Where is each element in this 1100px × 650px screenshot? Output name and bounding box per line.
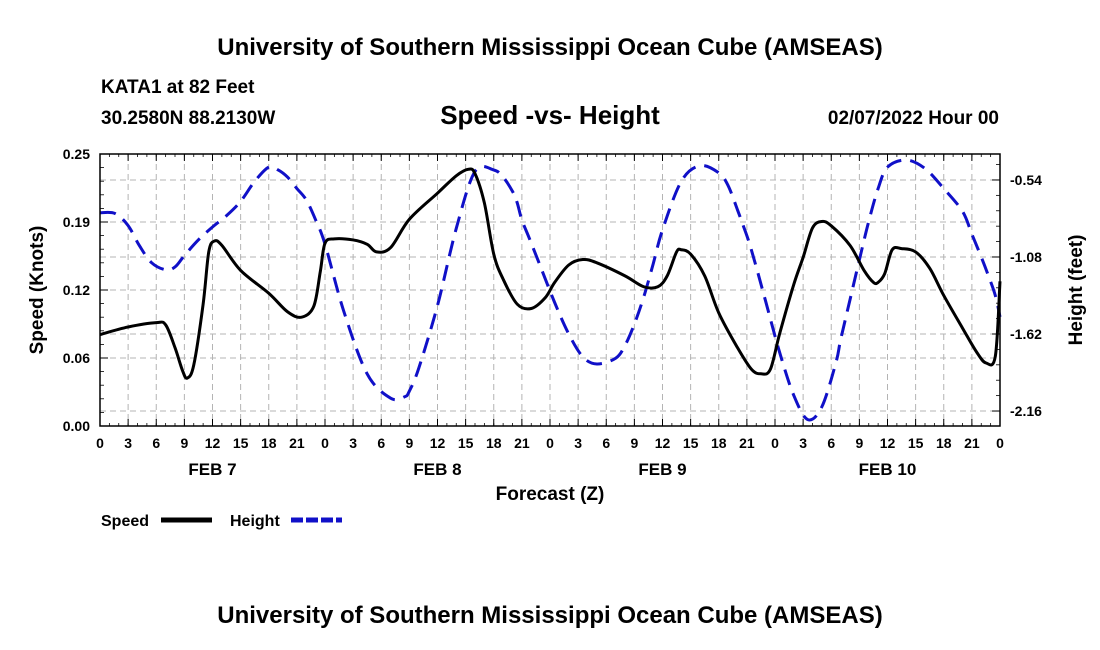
y-right-tick-label: -2.16 — [1010, 403, 1042, 419]
day-label: FEB 8 — [413, 460, 461, 479]
x-tick-label: 3 — [124, 435, 132, 451]
x-tick-label: 12 — [205, 435, 221, 451]
x-tick-label: 6 — [827, 435, 835, 451]
day-label: FEB 9 — [638, 460, 686, 479]
y-right-tick-label: -1.62 — [1010, 326, 1042, 342]
x-tick-label: 0 — [321, 435, 329, 451]
x-tick-label: 6 — [377, 435, 385, 451]
run-time-label: 02/07/2022 Hour 00 — [828, 108, 999, 129]
y-left-tick-label: 0.25 — [63, 146, 90, 162]
y-left-tick-label: 0.00 — [63, 418, 90, 434]
x-tick-label: 9 — [405, 435, 413, 451]
grid-lines — [100, 154, 1000, 426]
series-line-speed — [99, 167, 1002, 380]
y-left-tick-label: 0.06 — [63, 350, 90, 366]
x-tick-label: 9 — [180, 435, 188, 451]
legend: Speed Height — [101, 513, 342, 530]
x-tick-label: 0 — [996, 435, 1004, 451]
y-right-tick-label: -1.08 — [1010, 249, 1042, 265]
x-tick-label: 18 — [261, 435, 277, 451]
x-tick-label: 21 — [739, 435, 755, 451]
location-label: 30.2580N 88.2130W — [101, 108, 275, 129]
x-tick-label: 3 — [349, 435, 357, 451]
y-left-tick-label: 0.12 — [63, 282, 90, 298]
x-tick-label: 15 — [458, 435, 474, 451]
x-tick-label: 18 — [936, 435, 952, 451]
x-tick-label: 0 — [96, 435, 104, 451]
x-tick-label: 3 — [799, 435, 807, 451]
series-line-height — [99, 158, 1002, 422]
day-label: FEB 10 — [859, 460, 917, 479]
x-axis-label: Forecast (Z) — [496, 484, 605, 505]
y-axis-left-label: Speed (Knots) — [27, 226, 48, 355]
axes: 0 3 6 9 12 15 18 21 0 3 6 9 12 15 18 21 0 3 6 9 12 15 18 21 0 3 6 9… — [63, 146, 1042, 479]
legend-label-speed: Speed — [101, 513, 149, 530]
x-tick-label: 9 — [630, 435, 638, 451]
chart-title: University of Southern Mississippi Ocean… — [217, 34, 882, 61]
x-tick-label: 18 — [486, 435, 502, 451]
x-tick-label: 21 — [964, 435, 980, 451]
x-tick-label: 0 — [546, 435, 554, 451]
y-right-tick-label: -0.54 — [1010, 172, 1042, 188]
x-tick-label: 15 — [908, 435, 924, 451]
x-tick-label: 21 — [514, 435, 530, 451]
x-tick-label: 15 — [233, 435, 249, 451]
x-tick-label: 18 — [711, 435, 727, 451]
chart-subtitle: Speed -vs- Height — [440, 100, 660, 130]
station-label: KATA1 at 82 Feet — [101, 77, 255, 98]
y-left-tick-label: 0.19 — [63, 214, 90, 230]
series-layer — [99, 158, 1002, 422]
x-tick-label: 12 — [655, 435, 671, 451]
day-label: FEB 7 — [188, 460, 236, 479]
x-tick-label: 0 — [771, 435, 779, 451]
x-tick-label: 9 — [855, 435, 863, 451]
x-tick-label: 15 — [683, 435, 699, 451]
x-tick-label: 6 — [152, 435, 160, 451]
x-tick-label: 21 — [289, 435, 305, 451]
x-tick-label: 12 — [880, 435, 896, 451]
x-tick-label: 6 — [602, 435, 610, 451]
legend-label-height: Height — [230, 513, 280, 530]
x-tick-label: 3 — [574, 435, 582, 451]
x-tick-label: 12 — [430, 435, 446, 451]
y-axis-right-label: Height (feet) — [1066, 235, 1087, 346]
footer-title: University of Southern Mississippi Ocean… — [217, 602, 882, 629]
